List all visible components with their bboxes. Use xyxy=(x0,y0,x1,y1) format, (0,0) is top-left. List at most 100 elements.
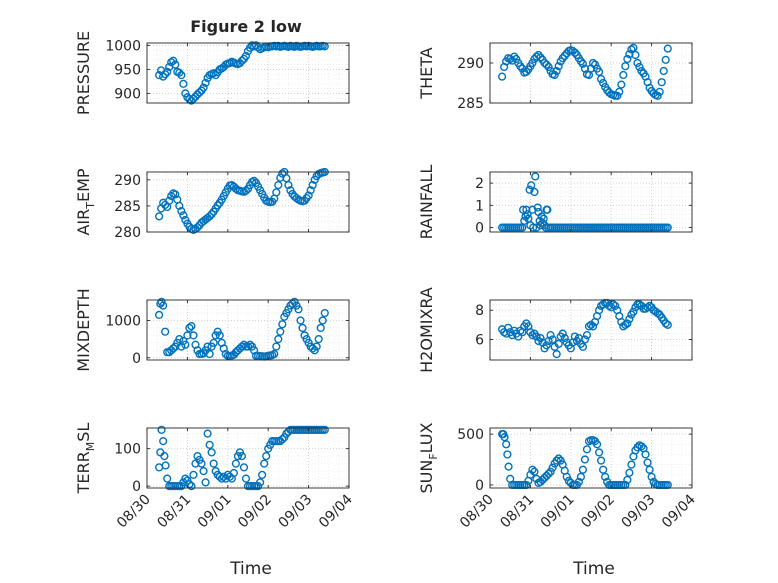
data-point xyxy=(532,52,541,61)
data-point xyxy=(552,350,561,359)
data-point xyxy=(574,477,583,486)
y-tick-label: 900 xyxy=(114,86,141,102)
data-point xyxy=(504,462,513,471)
data-point xyxy=(320,308,329,318)
data-point xyxy=(314,335,323,344)
data-point xyxy=(189,94,198,103)
y-axis-label: TERRMSL xyxy=(74,423,97,495)
data-point xyxy=(653,91,662,100)
data-point xyxy=(588,58,598,68)
data-point xyxy=(532,332,541,341)
data-point xyxy=(318,316,327,325)
data-point xyxy=(590,60,600,69)
data-point xyxy=(165,196,174,205)
data-point xyxy=(596,456,606,465)
data-point xyxy=(209,69,218,78)
data-point xyxy=(155,310,164,320)
data-point xyxy=(609,300,618,309)
data-point xyxy=(237,342,247,351)
data-point xyxy=(627,460,636,469)
data-point xyxy=(312,342,321,351)
data-point xyxy=(592,440,602,449)
data-point xyxy=(525,185,534,194)
data-point xyxy=(298,323,307,333)
data-point xyxy=(544,62,553,72)
data-point xyxy=(552,66,561,76)
data-point xyxy=(576,57,586,66)
data-point xyxy=(594,448,604,457)
y-tick-label: 0 xyxy=(132,479,141,495)
data-point xyxy=(659,66,668,76)
data-point xyxy=(274,335,283,344)
data-point xyxy=(605,301,614,310)
data-point xyxy=(588,322,598,331)
data-point xyxy=(201,478,210,487)
data-point xyxy=(270,349,279,359)
data-point xyxy=(155,212,164,221)
subplot-air: 280 285 290 AIRTEMP xyxy=(74,167,350,241)
data-point xyxy=(161,200,170,209)
data-point xyxy=(502,440,511,449)
data-point xyxy=(243,342,253,351)
data-point xyxy=(611,301,620,310)
data-point xyxy=(619,70,628,80)
data-point xyxy=(217,474,226,483)
subplot-h2omixra: 6 8 H2OMIXRA xyxy=(417,287,693,373)
data-point xyxy=(215,331,224,340)
data-point xyxy=(546,467,555,476)
data-point xyxy=(191,92,200,101)
data-point xyxy=(560,333,569,343)
data-point xyxy=(633,58,642,68)
data-point xyxy=(661,55,670,64)
data-point xyxy=(316,323,325,333)
data-point xyxy=(306,186,315,195)
data-point xyxy=(175,68,184,77)
y-axis-label: MIXDEPTH xyxy=(74,288,93,371)
data-point xyxy=(550,70,559,80)
data-point xyxy=(637,442,646,451)
data-point xyxy=(193,223,202,232)
data-point xyxy=(241,51,251,61)
data-point xyxy=(528,465,537,474)
y-tick-label: 0 xyxy=(475,478,484,494)
data-point xyxy=(157,425,166,434)
data-point xyxy=(542,60,551,69)
x-axis-label-left: Time xyxy=(229,559,272,579)
y-tick-label: 1000 xyxy=(105,313,141,329)
data-point xyxy=(175,201,184,211)
data-point xyxy=(599,78,608,88)
data-point xyxy=(621,320,630,329)
data-point xyxy=(187,482,196,491)
data-point xyxy=(578,465,588,474)
data-point xyxy=(637,66,646,76)
data-point xyxy=(645,465,654,474)
data-point xyxy=(498,72,507,81)
data-point xyxy=(169,344,178,353)
data-point xyxy=(500,328,509,337)
data-point xyxy=(536,53,545,62)
data-point xyxy=(580,335,590,344)
data-point xyxy=(161,327,170,336)
data-point xyxy=(258,470,267,479)
data-point xyxy=(160,452,169,461)
data-point xyxy=(529,223,538,232)
data-point xyxy=(235,59,245,68)
data-point xyxy=(554,339,563,349)
data-point xyxy=(274,180,283,190)
data-point xyxy=(601,472,610,481)
data-point xyxy=(506,54,515,64)
data-point xyxy=(161,70,170,79)
data-point xyxy=(635,300,644,309)
data-point xyxy=(552,456,561,465)
data-point xyxy=(278,320,287,329)
data-point xyxy=(185,323,194,333)
data-point xyxy=(272,342,281,351)
data-point xyxy=(205,212,214,221)
data-point xyxy=(533,203,542,212)
y-axis-label: SUNFLUX xyxy=(417,422,440,493)
data-point xyxy=(596,74,606,84)
data-point xyxy=(189,470,198,479)
data-point xyxy=(516,326,525,335)
data-point xyxy=(645,301,654,310)
data-point xyxy=(239,340,249,349)
